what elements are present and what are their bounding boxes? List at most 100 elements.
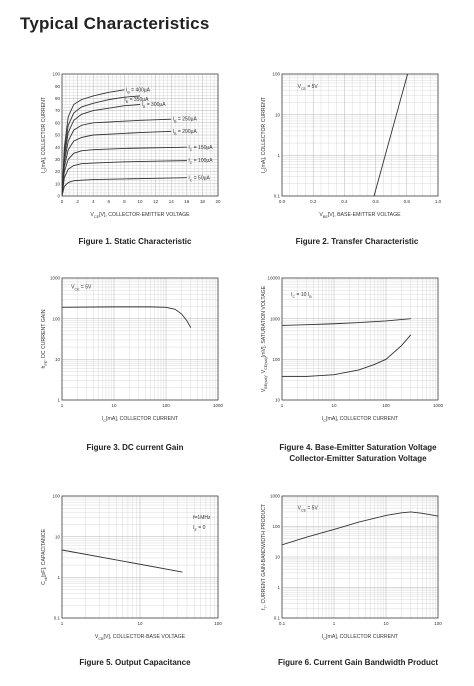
fig4-y-tick-label: 10 [275, 398, 281, 403]
fig5-x-axis-label: VCB[V], COLLECTOR-BASE VOLTAGE [95, 634, 186, 641]
fig3-x-tick-label: 1 [61, 403, 64, 408]
fig2-x-tick-label: 0.0 [279, 199, 286, 204]
fig1-series-line-1 [62, 95, 141, 196]
fig5-x-tick-label: 10 [137, 621, 143, 626]
fig3-y-tick-label: 1000 [50, 276, 61, 281]
fig6-caption: Figure 6. Current Gain Bandwidth Product [258, 657, 458, 668]
fig4-grid [281, 277, 439, 401]
fig3-annotation-0: VCE = 5V [71, 285, 92, 292]
fig4-plot-frame [281, 277, 439, 401]
fig6-annotation-0: VCE = 5V [298, 506, 319, 513]
fig4-series-line-1 [282, 334, 412, 377]
fig5-x-tick-label: 1 [61, 621, 64, 626]
fig2-plot-frame [281, 73, 439, 197]
fig4-series-line-0 [282, 318, 411, 326]
fig4-caption: Figure 4. Base-Emitter Saturation Voltag… [258, 442, 458, 464]
fig1-y-axis-label: IC[mA], COLLECTOR CURRENT [41, 96, 48, 173]
fig4-x-tick-label: 100 [382, 403, 390, 408]
fig1-series-line-0 [62, 89, 125, 196]
fig3-y-tick-label: 1 [57, 398, 60, 403]
fig5-y-tick-label: 0.1 [54, 616, 61, 621]
fig1-y-tick-label: 90 [55, 84, 61, 89]
fig1-annotation-3: IB = 250μA [173, 117, 198, 124]
fig2-y-tick-label: 100 [272, 72, 280, 77]
fig6-y-tick-label: 1 [277, 585, 280, 590]
fig6-series-line-0 [282, 511, 438, 546]
page-title: Typical Characteristics [20, 14, 210, 33]
fig5-x-tick-label: 100 [214, 621, 222, 626]
fig4-x-tick-label: 1000 [433, 403, 444, 408]
fig3-y-tick-label: 10 [55, 357, 61, 362]
fig2-x-tick-label: 0.8 [404, 199, 411, 204]
fig1-annotation-2: IB = 300μA [142, 102, 167, 109]
fig3-plot-frame [61, 277, 219, 401]
fig1-annotation-6: IC = 100μA [188, 158, 213, 165]
fig1-y-tick-label: 70 [55, 108, 61, 113]
fig6-gain-bandwidth-chart: 0.1 1 10 100 0.1 1 10 100 1000 IC[mA], COLLECTOR … [261, 494, 442, 641]
fig6-y-tick-label: 0.1 [274, 616, 281, 621]
fig1-y-tick-label: 40 [55, 145, 61, 150]
fig1-y-tick-label: 30 [55, 157, 61, 162]
fig4-y-tick-label: 1000 [270, 316, 281, 321]
fig1-x-tick-label: 2 [76, 199, 79, 204]
fig3-y-tick-label: 100 [52, 316, 60, 321]
fig4-x-tick-label: 1 [281, 403, 284, 408]
fig5-grid [61, 495, 219, 619]
fig6-x-axis-label: IC[mA], COLLECTOR CURRENT [322, 634, 399, 641]
fig1-annotation-1: IB = 350μA [124, 97, 149, 104]
fig1-series-line-4 [62, 130, 172, 196]
fig1-x-tick-label: 6 [108, 199, 111, 204]
fig1-x-tick-label: 18 [200, 199, 206, 204]
fig5-caption-line: Figure 5. Output Capacitance [79, 658, 191, 667]
fig5-y-tick-label: 100 [52, 494, 60, 499]
fig3-x-tick-label: 10 [111, 403, 117, 408]
fig1-x-tick-label: 4 [92, 199, 95, 204]
fig6-plot-frame [281, 495, 439, 619]
fig4-plot-area [282, 278, 438, 400]
fig5-annotation-1: IE = 0 [193, 525, 205, 532]
fig5-caption: Figure 5. Output Capacitance [40, 657, 230, 668]
fig1-y-tick-label: 80 [55, 96, 61, 101]
fig3-x-tick-label: 100 [162, 403, 170, 408]
fig2-x-tick-label: 0.6 [372, 199, 379, 204]
fig1-x-axis-label: VCE[V], COLLECTOR-EMITTER VOLTAGE [90, 212, 190, 219]
fig2-caption: Figure 2. Transfer Characteristic [262, 236, 452, 247]
fig1-y-tick-label: 20 [55, 169, 61, 174]
fig3-series-line-0 [62, 306, 192, 328]
fig3-plot-area [62, 278, 218, 400]
fig4-y-tick-label: 100 [272, 357, 280, 362]
fig6-y-tick-label: 100 [272, 524, 280, 529]
fig5-plot-frame [61, 495, 219, 619]
fig1-series-line-3 [62, 118, 172, 196]
fig1-x-tick-label: 12 [153, 199, 159, 204]
fig2-transfer-characteristic-chart: 0.0 0.2 0.4 0.6 0.8 1.0 0.1 1 10 100 VBE[V], BASE-… [261, 72, 442, 219]
fig6-x-tick-label: 1 [333, 621, 336, 626]
fig1-caption-line: Figure 1. Static Characteristic [78, 237, 192, 246]
fig1-y-tick-label: 50 [55, 133, 61, 138]
fig2-annotation-0: VCE = 5V [298, 84, 319, 91]
fig6-caption-line: Figure 6. Current Gain Bandwidth Product [277, 658, 438, 667]
fig2-grid [281, 73, 439, 197]
fig3-caption: Figure 3. DC current Gain [40, 442, 230, 453]
fig1-annotation-7: IC = 50μA [188, 175, 210, 182]
fig1-series-line-7 [62, 177, 187, 196]
fig2-x-axis-label: VBE[V], BASE-EMITTER VOLTAGE [319, 212, 401, 219]
fig4-y-tick-label: 10000 [267, 276, 280, 281]
fig1-annotation-4: IB = 200μA [173, 129, 198, 136]
fig1-y-tick-label: 100 [52, 72, 60, 77]
fig2-caption-line: Figure 2. Transfer Characteristic [295, 237, 419, 246]
fig6-y-tick-label: 1000 [270, 494, 281, 499]
fig2-y-axis-label: IC[mA], COLLECTOR CURRENT [261, 96, 268, 173]
fig1-plot-frame [61, 73, 219, 197]
fig1-x-tick-label: 0 [61, 199, 64, 204]
fig1-x-tick-label: 20 [215, 199, 221, 204]
fig5-y-tick-label: 10 [55, 534, 61, 539]
fig4-x-tick-label: 10 [331, 403, 337, 408]
fig1-static-characteristic-chart: 0 2 4 6 8 10 12 14 16 18 20 0 10 20 30 40 50 60 70 80 90 100 V… [41, 72, 221, 219]
fig3-dc-current-gain-chart: 1 10 100 1000 1 10 100 1000 IC[mA], COLLECTOR CU… [41, 276, 224, 423]
fig3-x-axis-label: IC[mA], COLLECTOR CURRENT [102, 416, 179, 423]
fig2-y-tick-label: 1 [277, 153, 280, 158]
fig1-y-tick-label: 10 [55, 181, 61, 186]
